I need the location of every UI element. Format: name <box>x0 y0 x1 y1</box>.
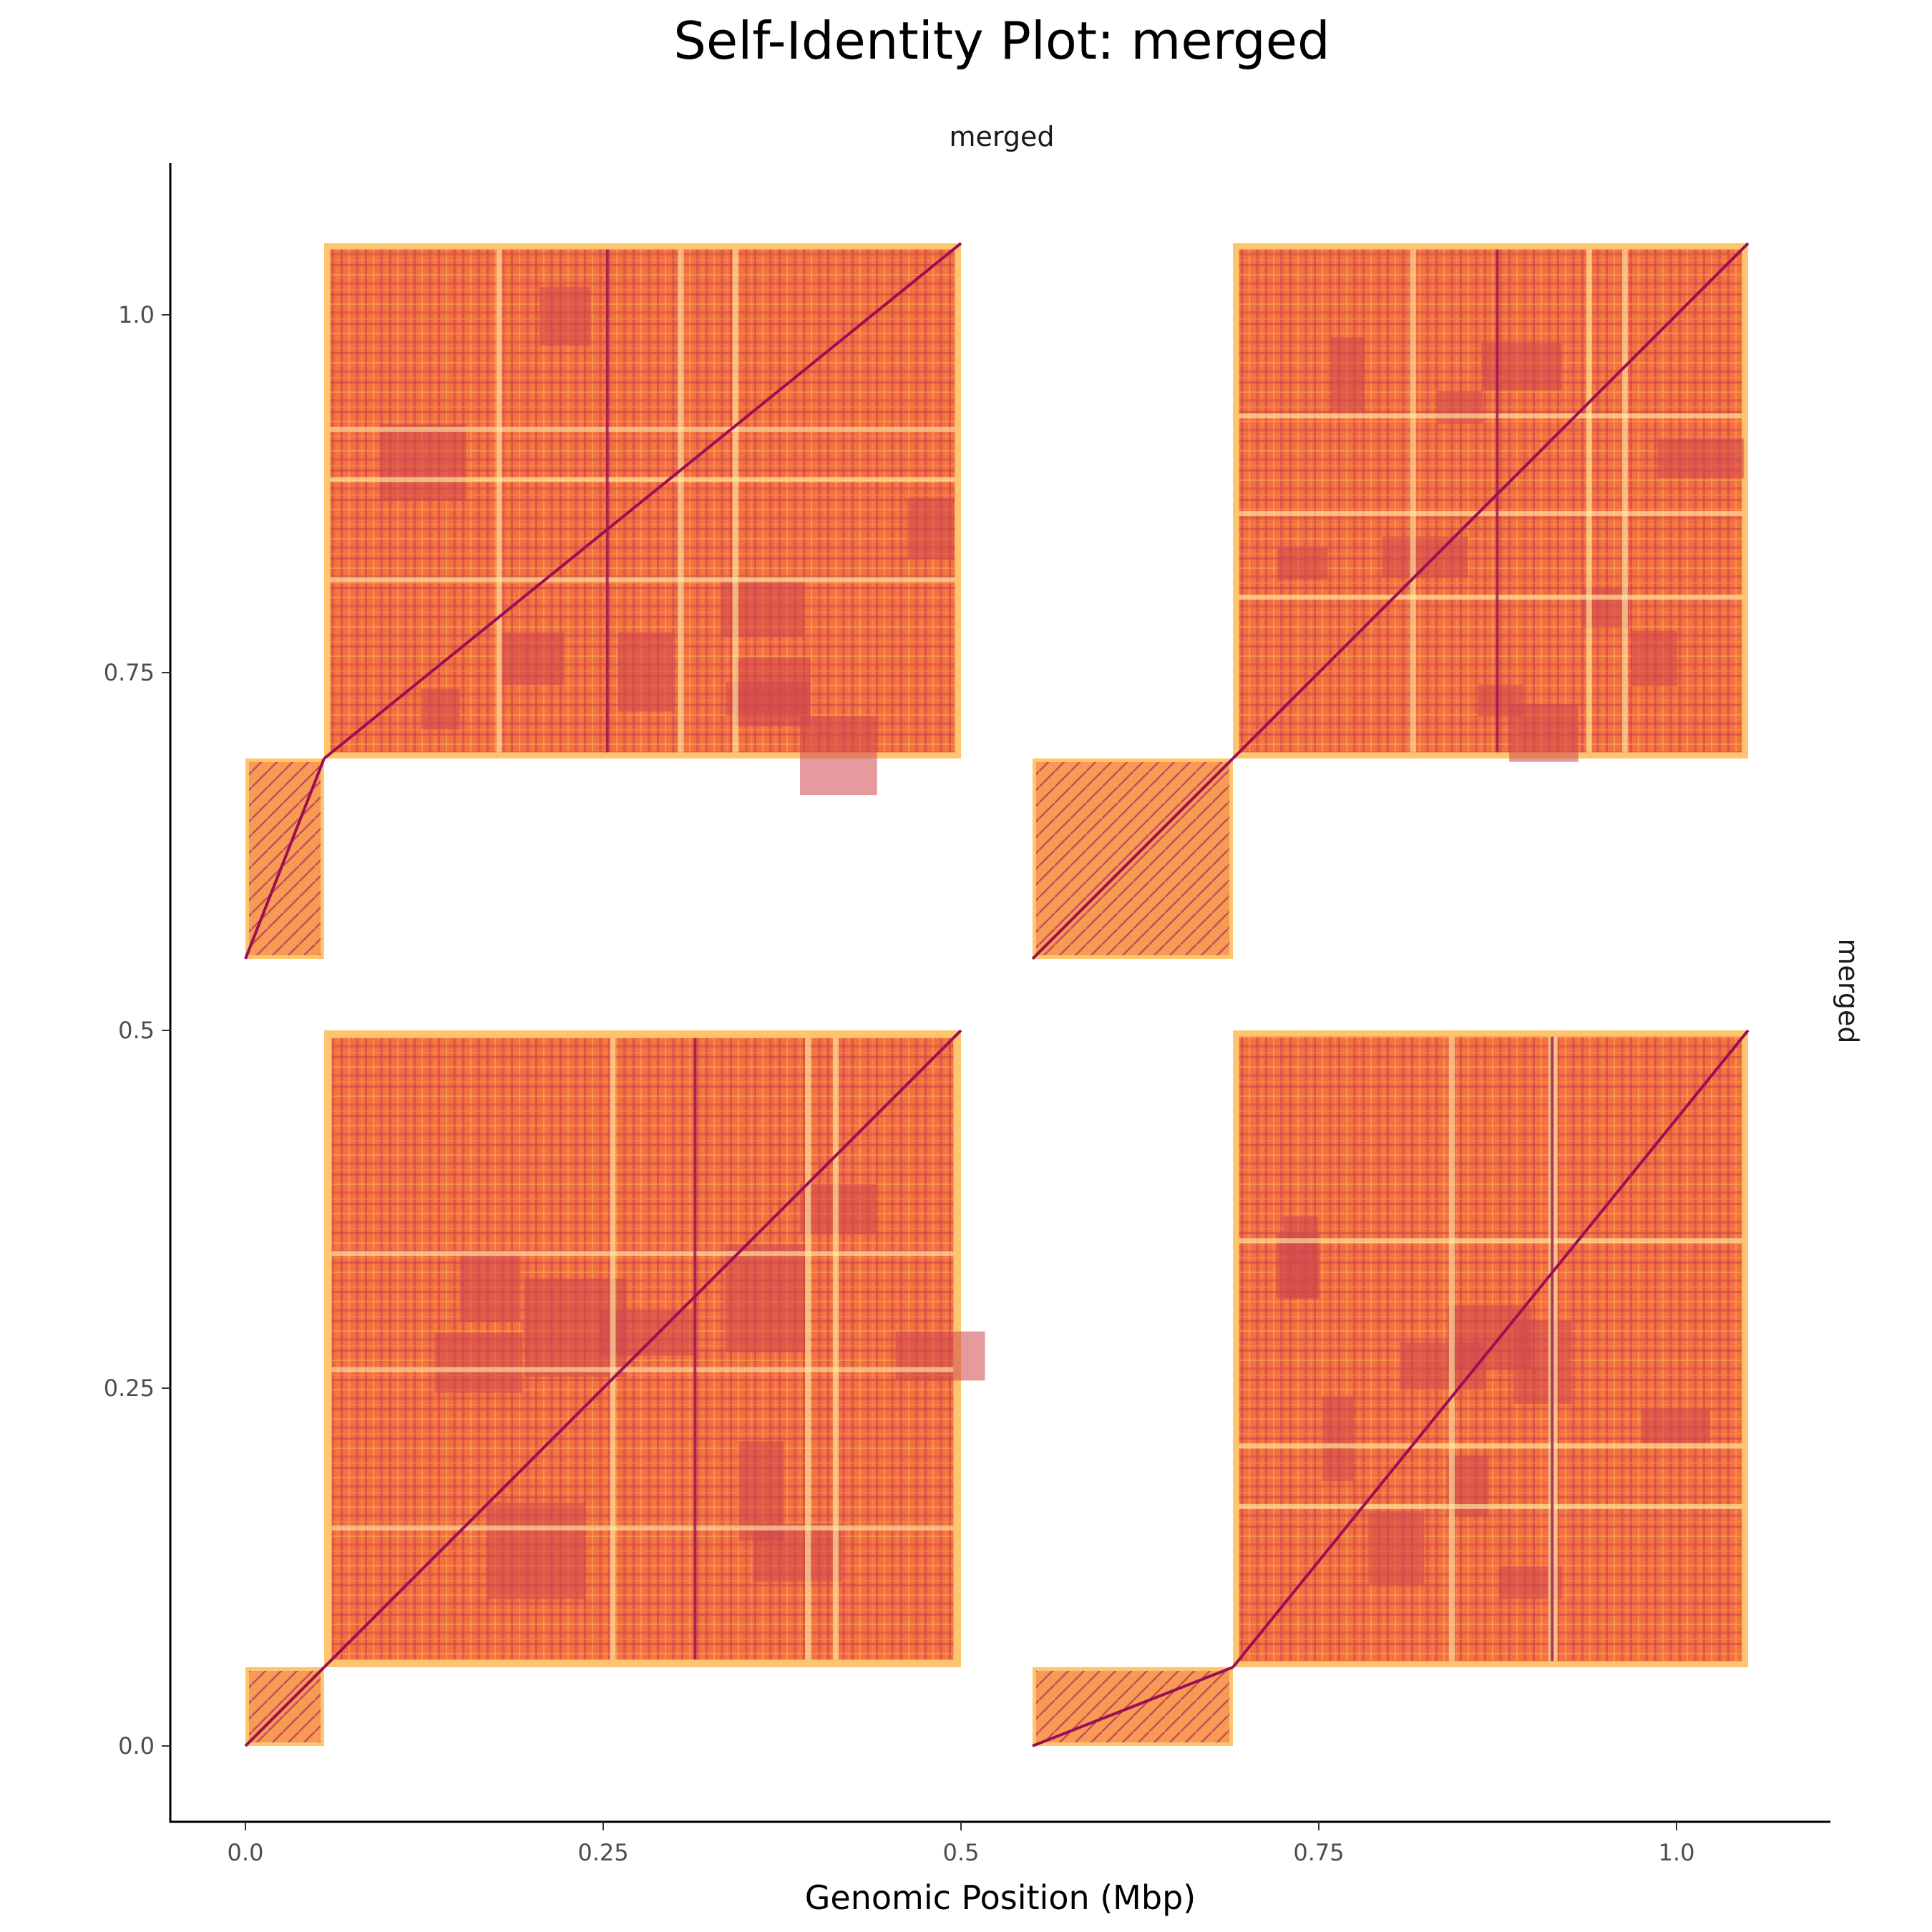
self-identity-diagonal <box>323 1029 962 1669</box>
identity-cluster <box>1513 1321 1571 1405</box>
identity-cluster <box>1481 343 1562 391</box>
low-identity-band <box>1239 1503 1742 1509</box>
low-identity-band <box>331 1367 954 1372</box>
heatmap-block <box>1231 242 1750 762</box>
identity-cluster <box>434 1332 523 1393</box>
low-identity-band <box>805 1038 811 1660</box>
low-identity-band <box>732 249 738 753</box>
identity-cluster <box>1478 684 1523 717</box>
y-axis-ticks: 0.0 0.25 0.5 0.75 1.0 <box>104 301 170 1760</box>
x-tick-label: 0.5 <box>943 1839 980 1866</box>
identity-cluster <box>753 1523 842 1582</box>
identity-cluster <box>725 1244 806 1352</box>
low-identity-band <box>610 1038 616 1660</box>
identity-cluster <box>1368 1511 1424 1584</box>
facet-strip-top: merged <box>950 121 1055 152</box>
identity-cluster <box>1277 547 1328 580</box>
identity-cluster <box>895 1331 985 1381</box>
heatmap-block <box>244 1666 326 1747</box>
identity-cluster <box>1631 630 1677 686</box>
identity-cluster <box>1322 1396 1354 1482</box>
low-identity-band <box>832 1038 839 1660</box>
identity-cluster <box>1437 391 1483 424</box>
low-identity-band <box>1239 1238 1742 1244</box>
high-identity-line <box>693 1038 697 1660</box>
low-identity-band <box>678 249 684 753</box>
x-tick-label: 0.0 <box>228 1839 264 1866</box>
identity-cluster <box>1276 1234 1320 1299</box>
identity-cluster <box>539 287 591 346</box>
low-identity-band <box>1410 249 1416 753</box>
low-identity-band <box>1239 511 1742 517</box>
identity-cluster <box>907 497 955 559</box>
low-identity-band <box>331 1251 954 1257</box>
facet-strip-right: merged <box>1833 939 1864 1044</box>
y-tick-label: 0.0 <box>118 1732 155 1760</box>
low-identity-band <box>1586 249 1592 753</box>
identity-cluster <box>487 1502 585 1599</box>
chart-title: Self-Identity Plot: merged <box>673 11 1330 71</box>
low-identity-band <box>1239 1443 1742 1449</box>
self-identity-diagonal <box>1231 1029 1750 1669</box>
identity-cluster <box>618 633 673 712</box>
low-identity-band <box>1239 413 1742 419</box>
heatmap-blocks <box>244 242 1750 1747</box>
high-identity-line <box>1551 1036 1554 1662</box>
y-tick-label: 1.0 <box>118 301 155 328</box>
heatmap-block <box>1231 1029 1750 1669</box>
heatmap-block <box>1032 1666 1234 1747</box>
y-tick-label: 0.25 <box>104 1375 155 1402</box>
x-axis-label: Genomic Position (Mbp) <box>805 1878 1196 1917</box>
identity-cluster <box>1400 1342 1485 1390</box>
x-axis-ticks: 0.0 0.25 0.5 0.75 1.0 <box>228 1822 1695 1866</box>
high-identity-line <box>1496 249 1499 753</box>
low-identity-band <box>330 426 955 432</box>
identity-cluster <box>1330 337 1365 411</box>
low-identity-band <box>330 477 955 482</box>
self-identity-diagonal <box>244 758 326 960</box>
low-identity-band <box>1551 1036 1558 1662</box>
heatmap-block <box>1031 757 1234 960</box>
heatmap-block <box>244 758 326 960</box>
low-identity-band <box>1239 595 1742 600</box>
self-identity-diagonal <box>323 242 962 760</box>
self-identity-diagonal <box>244 1666 326 1747</box>
low-identity-band <box>330 577 955 582</box>
x-tick-label: 1.0 <box>1659 1839 1695 1866</box>
identity-cluster <box>500 633 564 686</box>
identity-cluster <box>1382 536 1468 578</box>
self-identity-diagonal <box>1031 757 1234 960</box>
identity-cluster <box>1641 1409 1710 1443</box>
identity-cluster <box>459 1251 521 1322</box>
low-identity-band <box>496 249 502 753</box>
self-identity-diagonal <box>1231 242 1750 760</box>
self-identity-diagonal <box>1032 1666 1234 1747</box>
high-identity-line <box>605 249 609 753</box>
identity-cluster <box>1657 438 1745 479</box>
y-tick-label: 0.75 <box>104 659 155 686</box>
identity-cluster <box>726 681 810 716</box>
heatmap-block <box>323 242 962 796</box>
x-tick-label: 0.25 <box>577 1839 628 1866</box>
identity-cluster <box>421 688 460 730</box>
identity-cluster <box>799 716 877 796</box>
y-tick-label: 0.5 <box>118 1017 155 1044</box>
low-identity-band <box>1448 1036 1455 1662</box>
low-identity-band <box>1621 249 1628 753</box>
heatmap-block <box>323 1029 985 1669</box>
x-tick-label: 0.75 <box>1293 1839 1344 1866</box>
identity-cluster <box>379 424 467 502</box>
low-identity-band <box>331 1525 954 1531</box>
